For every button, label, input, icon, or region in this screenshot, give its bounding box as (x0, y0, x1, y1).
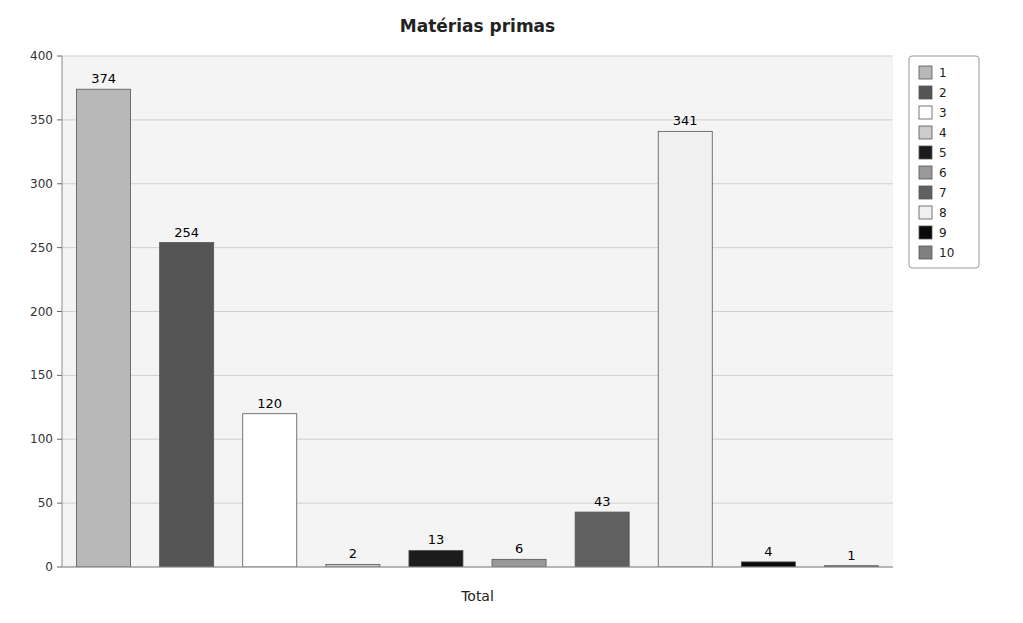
data-label: 2 (349, 546, 357, 561)
y-tick-label: 350 (30, 113, 53, 127)
y-axis: 0 50 100 150 200 250 300 350 400 (30, 49, 62, 574)
bar (492, 559, 546, 567)
bar (409, 550, 463, 567)
legend-swatch (919, 166, 932, 179)
data-label: 374 (91, 71, 116, 86)
data-label: 254 (174, 225, 199, 240)
grid-line (62, 183, 893, 184)
y-tick-label: 150 (30, 368, 53, 382)
plot-background (62, 56, 893, 567)
legend-swatch (919, 66, 932, 79)
chart-container: 0501001502002503003504003742541202136433… (0, 0, 1023, 623)
data-label: 4 (764, 544, 772, 559)
legend-label: 8 (939, 206, 947, 220)
title: Matérias primas (400, 16, 555, 36)
legend-swatch (919, 226, 932, 239)
grid-line (62, 56, 893, 57)
y-tick (57, 247, 62, 248)
y-tick-label: 400 (30, 49, 53, 63)
data-label: 43 (594, 494, 611, 509)
legend-swatch (919, 246, 932, 259)
legend-label: 9 (939, 226, 947, 240)
y-tick (57, 503, 62, 504)
legend-swatch (919, 86, 932, 99)
data-label: 341 (673, 113, 698, 128)
legend-label: 1 (939, 66, 947, 80)
legend-label: 7 (939, 186, 947, 200)
legend-frame (909, 56, 979, 268)
y-tick (57, 311, 62, 312)
bar (243, 414, 297, 567)
y-tick (57, 119, 62, 120)
legend-swatch (919, 146, 932, 159)
grid (62, 56, 893, 567)
grid-line (62, 119, 893, 120)
bar (741, 562, 795, 567)
y-axis-line (62, 56, 63, 567)
legend-label: 6 (939, 166, 947, 180)
y-tick (57, 439, 62, 440)
data-label: 6 (515, 541, 523, 556)
grid-line (62, 567, 893, 568)
legend-swatch (919, 126, 932, 139)
y-tick (57, 56, 62, 57)
legend-label: 3 (939, 106, 947, 120)
data-label: 120 (257, 396, 282, 411)
legend: 1 2 3 4 5 6 7 8 9 10 (909, 56, 979, 268)
y-tick (57, 567, 62, 568)
bar (658, 131, 712, 567)
y-tick-label: 50 (38, 496, 53, 510)
data-labels: 374 254 120 2 13 6 43 341 4 1 (91, 71, 855, 563)
x-axis-line (62, 567, 893, 568)
bar (160, 243, 214, 567)
bar (77, 89, 131, 567)
data-label: 1 (847, 548, 855, 563)
legend-swatch (919, 186, 932, 199)
bars (77, 89, 879, 567)
y-tick-label: 300 (30, 177, 53, 191)
y-tick-label: 250 (30, 241, 53, 255)
y-tick (57, 183, 62, 184)
legend-label: 2 (939, 86, 947, 100)
x-axis-label: Total (460, 588, 494, 604)
y-tick-label: 200 (30, 305, 53, 319)
y-tick-label: 100 (30, 432, 53, 446)
y-tick (57, 375, 62, 376)
legend-label: 10 (939, 246, 954, 260)
data-label: 13 (428, 532, 445, 547)
bar (575, 512, 629, 567)
legend-swatch (919, 106, 932, 119)
y-tick-label: 0 (45, 560, 53, 574)
legend-label: 4 (939, 126, 947, 140)
legend-label: 5 (939, 146, 947, 160)
legend-swatch (919, 206, 932, 219)
chart-svg: 0501001502002503003504003742541202136433… (0, 0, 1023, 623)
